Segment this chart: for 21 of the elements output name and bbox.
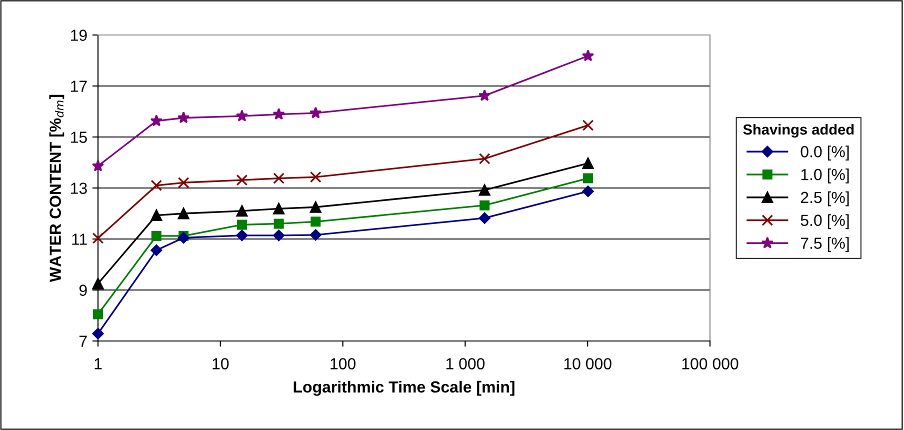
y-tick-label: 9	[79, 284, 87, 296]
legend-label: 2.5 [%]	[800, 191, 849, 206]
legend-label: 0.0 [%]	[800, 146, 849, 161]
legend-label: 1.0 [%]	[801, 168, 849, 184]
x-tick-label: 1	[94, 358, 102, 370]
y-tick-label: 19	[71, 30, 87, 41]
y-tick-label: 7	[80, 336, 87, 347]
y-tick-label: 17	[71, 80, 87, 92]
x-tick-label: 100 000	[682, 358, 738, 370]
legend-label: 5.0 [%]	[800, 214, 849, 230]
x-tick-label: 10	[212, 358, 229, 370]
y-tick-label: 11	[72, 234, 87, 245]
y-tick-label: 15	[71, 132, 87, 143]
y-axis-title: WATER CONTENT [%$_{dm}$]	[49, 94, 64, 282]
y-tick-label: 13	[71, 182, 87, 194]
x-tick-label: 1 000	[446, 358, 485, 370]
x-axis-title: Logarithmic Time Scale [min]	[294, 380, 514, 396]
legend-title: Shavings added	[743, 124, 854, 138]
x-tick-label: 100	[330, 358, 356, 370]
legend-label: 7.5 [%]	[800, 237, 849, 252]
x-tick-label: 10 000	[564, 358, 612, 370]
